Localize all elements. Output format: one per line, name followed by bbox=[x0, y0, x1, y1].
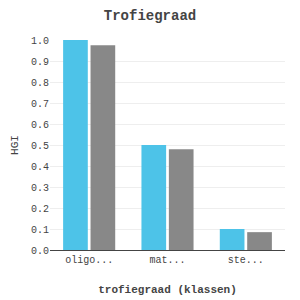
svg-text:trofiegraad (klassen): trofiegraad (klassen) bbox=[98, 284, 237, 296]
svg-text:0.1: 0.1 bbox=[31, 225, 49, 236]
svg-text:1.0: 1.0 bbox=[31, 36, 49, 47]
svg-text:0.6: 0.6 bbox=[31, 120, 49, 131]
svg-text:mat...: mat... bbox=[149, 255, 185, 266]
svg-text:Trofiegraad: Trofiegraad bbox=[104, 8, 196, 24]
svg-text:ste...: ste... bbox=[228, 255, 264, 266]
svg-text:0.0: 0.0 bbox=[31, 246, 49, 257]
svg-text:HGI: HGI bbox=[9, 135, 21, 155]
svg-text:0.4: 0.4 bbox=[31, 162, 49, 173]
svg-text:0.8: 0.8 bbox=[31, 78, 49, 89]
svg-text:0.3: 0.3 bbox=[31, 183, 49, 194]
svg-text:0.2: 0.2 bbox=[31, 204, 49, 215]
svg-text:0.5: 0.5 bbox=[31, 141, 49, 152]
svg-text:oligo...: oligo... bbox=[65, 255, 113, 266]
svg-text:0.7: 0.7 bbox=[31, 99, 49, 110]
svg-text:0.9: 0.9 bbox=[31, 57, 49, 68]
